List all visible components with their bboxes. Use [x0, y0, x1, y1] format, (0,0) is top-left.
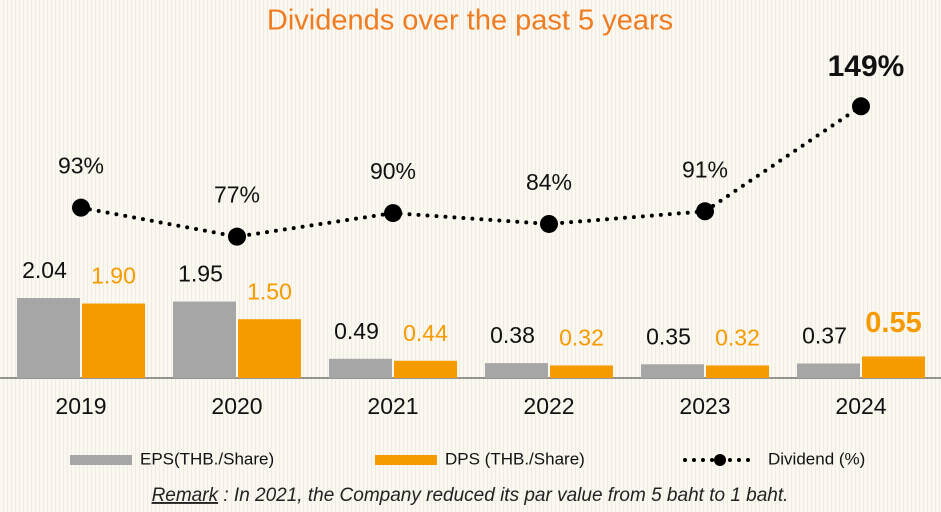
- bar: [329, 358, 392, 378]
- line-point: [384, 204, 402, 223]
- remark-text: : In 2021, the Company reduced its par v…: [218, 485, 788, 506]
- line-point: [228, 227, 246, 246]
- x-tick-label: 2024: [835, 393, 886, 419]
- point-label: 91%: [682, 156, 728, 182]
- bar-label: 0.32: [715, 325, 760, 351]
- bar: [485, 363, 548, 378]
- x-tick-label: 2023: [679, 393, 730, 419]
- bar-label: 0.35: [646, 323, 691, 349]
- bar-label: 1.50: [247, 278, 292, 304]
- line: [79, 104, 863, 239]
- chart-title: Dividends over the past 5 years: [267, 5, 673, 37]
- x-tick-label: 2021: [367, 393, 418, 419]
- bar-label: 0.55: [865, 307, 921, 339]
- remark: Remark : In 2021, the Company reduced it…: [152, 485, 789, 506]
- legend-label: DPS (THB./Share): [445, 449, 585, 468]
- bar: [238, 319, 301, 378]
- line-point: [696, 202, 714, 221]
- bar: [173, 301, 236, 378]
- bar-label: 0.49: [334, 318, 379, 344]
- x-tick-label: 2022: [523, 393, 574, 419]
- legend-label: Dividend (%): [768, 449, 865, 468]
- bar-label: 0.37: [802, 323, 847, 349]
- point-label: 90%: [370, 158, 416, 184]
- bar-label: 0.32: [559, 325, 604, 351]
- bar: [862, 356, 925, 378]
- x-tick-label: 2020: [211, 393, 262, 419]
- bar-label: 1.95: [178, 261, 223, 287]
- point-label: 93%: [58, 153, 104, 179]
- bar-label: 0.38: [490, 322, 535, 348]
- line-point: [852, 97, 870, 116]
- x-tick-label: 2019: [55, 393, 106, 419]
- legend-label: EPS(THB./Share): [140, 449, 274, 468]
- line-point: [72, 198, 90, 217]
- legend-swatch: [375, 455, 437, 465]
- bar-label: 0.44: [403, 320, 448, 346]
- legend-swatch: [70, 455, 132, 465]
- bar-label: 2.04: [22, 257, 67, 283]
- line-point: [540, 214, 558, 233]
- bar-label: 1.90: [91, 263, 136, 289]
- point-label: 84%: [526, 169, 572, 195]
- bar: [17, 298, 80, 378]
- remark-label: Remark: [152, 485, 220, 506]
- bar: [394, 360, 457, 378]
- bar: [641, 364, 704, 378]
- point-label: 149%: [828, 50, 905, 83]
- bar: [797, 363, 860, 378]
- legend-swatch-point: [714, 454, 726, 466]
- bar: [706, 365, 769, 378]
- bar: [82, 303, 145, 378]
- point-label: 77%: [214, 182, 260, 208]
- bar: [550, 365, 613, 378]
